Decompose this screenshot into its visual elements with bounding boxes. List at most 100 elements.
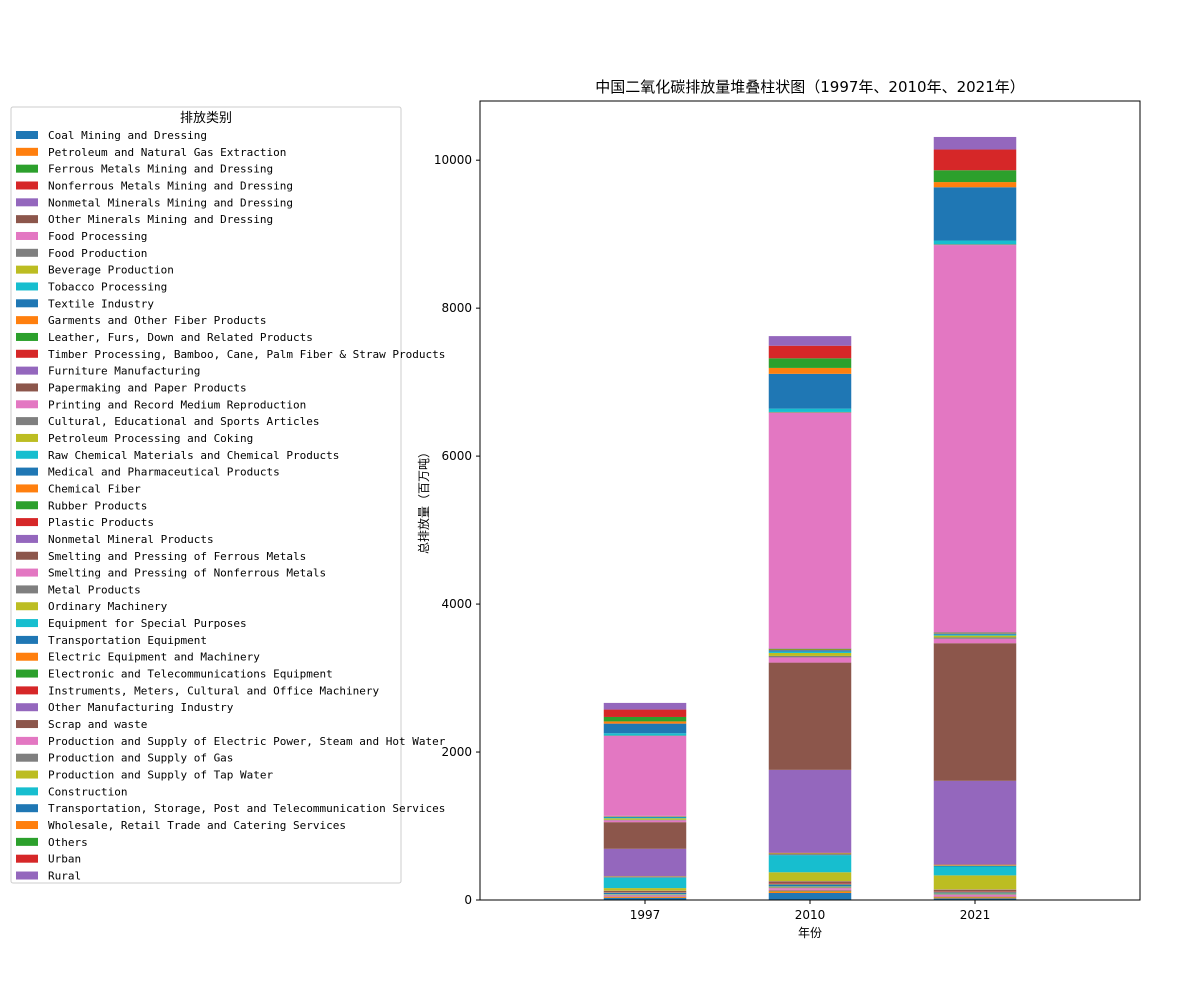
legend-item-label: Cultural, Educational and Sports Article…	[48, 415, 320, 428]
bar-segment	[933, 643, 1017, 781]
bar-segment	[768, 651, 852, 653]
bar-segment	[768, 650, 852, 652]
bar-segment	[768, 649, 852, 651]
legend-item-label: Nonferrous Metals Mining and Dressing	[48, 179, 293, 192]
legend-item-label: Transportation, Storage, Post and Teleco…	[48, 802, 445, 815]
legend-swatch	[16, 282, 38, 291]
legend-swatch	[16, 787, 38, 796]
bar-segment	[933, 638, 1017, 644]
bar-segment	[603, 877, 687, 878]
y-axis: 0 2000 4000 6000 8000 10000	[434, 153, 480, 907]
bar-segment	[603, 895, 687, 897]
legend-item-label: Other Manufacturing Industry	[48, 701, 234, 714]
legend-swatch	[16, 450, 38, 459]
y-tick-label: 4000	[441, 597, 472, 611]
bar-segment	[603, 897, 687, 900]
bar-segment	[603, 820, 687, 823]
legend-swatch	[16, 534, 38, 543]
legend-swatch	[16, 147, 38, 156]
bar-segment	[933, 866, 1017, 876]
y-tick-label: 2000	[441, 745, 472, 759]
bar-segment	[603, 816, 687, 818]
bar-segment	[603, 890, 687, 893]
chart-title: 中国二氧化碳排放量堆叠柱状图（1997年、2010年、2021年）	[595, 78, 1025, 96]
bar-segment	[768, 886, 852, 888]
legend-item-label: Production and Supply of Gas	[48, 752, 233, 765]
bar-segment	[933, 170, 1017, 183]
legend-item-label: Rubber Products	[48, 499, 147, 512]
legend-item-label: Medical and Pharmaceutical Products	[48, 466, 280, 479]
bar-segment	[603, 818, 687, 820]
legend-swatch	[16, 568, 38, 577]
legend-swatch	[16, 332, 38, 341]
legend-swatch	[16, 736, 38, 745]
bar-segment	[933, 865, 1017, 866]
legend-item-label: Smelting and Pressing of Ferrous Metals	[48, 550, 306, 563]
bar-segment	[933, 898, 1017, 900]
x-axis-label: 年份	[798, 926, 822, 940]
bar-segment	[933, 245, 1017, 633]
legend-swatch	[16, 400, 38, 409]
bar-segment	[933, 635, 1017, 638]
legend-item-label: Rural	[48, 870, 81, 883]
legend-swatch	[16, 602, 38, 611]
legend-swatch	[16, 821, 38, 830]
legend-swatch	[16, 299, 38, 308]
bar-segment	[603, 733, 687, 736]
legend-swatch	[16, 164, 38, 173]
legend-swatch	[16, 837, 38, 846]
bar-segment	[768, 358, 852, 368]
bar-segment	[768, 884, 852, 887]
bar-segment	[933, 182, 1017, 188]
legend-item-label: Other Minerals Mining and Dressing	[48, 213, 273, 226]
legend-swatch	[16, 686, 38, 695]
legend-swatch	[16, 265, 38, 274]
bar-segment	[603, 877, 687, 889]
legend-item-label: Chemical Fiber	[48, 482, 141, 495]
legend-item-label: Production and Supply of Electric Power,…	[48, 735, 446, 748]
legend-swatch	[16, 703, 38, 712]
bar-segment	[768, 890, 852, 892]
bar-segment	[768, 652, 852, 656]
legend-swatch	[16, 349, 38, 358]
bar-segment	[603, 819, 687, 821]
legend-item-label: Food Production	[48, 247, 147, 260]
legend-item-label: Papermaking and Paper Products	[48, 381, 247, 394]
legend-swatch	[16, 720, 38, 729]
legend-item-label: Tobacco Processing	[48, 280, 167, 293]
bar-segment	[768, 412, 852, 413]
bar-segment	[933, 892, 1017, 894]
legend-swatch	[16, 215, 38, 224]
x-axis: 1997 2010 2021	[630, 900, 990, 922]
bar-segment	[933, 893, 1017, 895]
plot-area	[603, 136, 1017, 900]
bar-segment	[603, 894, 687, 896]
bar-segment	[768, 891, 852, 893]
bar-segment	[933, 889, 1017, 892]
bar-segment	[768, 872, 852, 882]
bar-segment	[768, 412, 852, 649]
legend-item-label: Nonmetal Mineral Products	[48, 533, 214, 546]
legend-item-label: Beverage Production	[48, 264, 174, 277]
y-tick-label: 0	[464, 893, 472, 907]
legend-item-label: Timber Processing, Bamboo, Cane, Palm Fi…	[48, 348, 445, 361]
bar-segment	[768, 855, 852, 873]
legend-item-label: Ordinary Machinery	[48, 600, 168, 613]
bar-segment	[603, 817, 687, 819]
bar-segment	[933, 633, 1017, 635]
legend-item-label: Others	[48, 836, 88, 849]
y-tick-label: 10000	[434, 153, 472, 167]
legend-item-label: Garments and Other Fiber Products	[48, 314, 267, 327]
legend-swatch	[16, 753, 38, 762]
bar-segment	[603, 709, 687, 717]
y-tick-label: 8000	[441, 301, 472, 315]
legend-swatch	[16, 501, 38, 510]
legend-swatch	[16, 518, 38, 527]
legend-swatch	[16, 198, 38, 207]
bar-segment	[933, 244, 1017, 246]
legend-swatch	[16, 231, 38, 240]
legend-item-label: Petroleum and Natural Gas Extraction	[48, 146, 286, 159]
bar-segment	[768, 648, 852, 650]
bar-segment	[768, 655, 852, 658]
bar-segment	[768, 888, 852, 890]
